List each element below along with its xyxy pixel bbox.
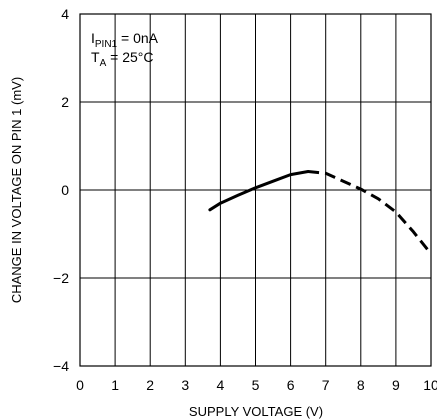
plot-frame [79,13,432,367]
grid [80,14,431,366]
x-tick-label: 6 [287,377,295,393]
x-tick-label: 8 [357,377,365,393]
y-tick-label: −4 [53,358,69,374]
x-tick-label: 9 [392,377,400,393]
x-tick-label: 3 [181,377,189,393]
y-tick-label: −2 [53,270,69,286]
annotation-line-1: IPIN1 = 0nA [91,30,159,50]
annotation-box: IPIN1 = 0nA TA = 25°C [91,30,159,69]
series-group [208,170,433,255]
x-tick-label: 4 [217,377,225,393]
y-tick-label: 0 [61,182,69,198]
x-tick-label: 2 [146,377,154,393]
annotation-line-2: TA = 25°C [91,49,153,69]
series-line-1 [208,170,310,212]
y-axis-label: CHANGE IN VOLTAGE ON PIN 1 (mV) [9,77,24,303]
x-tick-label: 7 [322,377,330,393]
x-tick-labels: 0 1 2 3 4 5 6 7 8 9 10 [76,377,437,393]
y-tick-label: 2 [61,94,69,110]
x-tick-label: 1 [111,377,119,393]
series-line-2 [307,170,433,255]
x-tick-label: 5 [252,377,260,393]
x-tick-label: 10 [423,377,437,393]
x-axis-label: SUPPLY VOLTAGE (V) [189,404,323,419]
y-tick-label: 4 [61,6,69,22]
y-tick-labels: 4 2 0 −2 −4 [53,6,69,374]
x-tick-label: 0 [76,377,84,393]
